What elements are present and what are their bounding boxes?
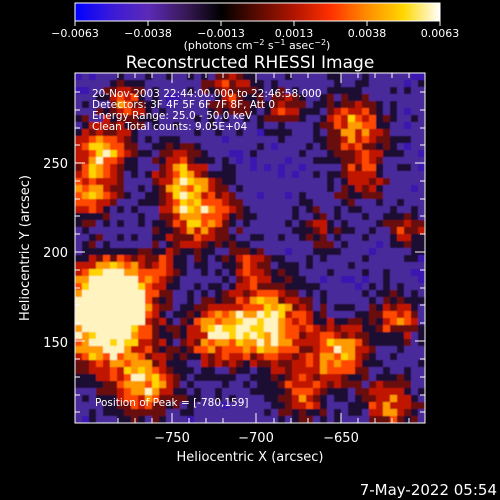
colorbar-tick-label: 0.0013: [275, 27, 314, 40]
x-tick-label: −650: [323, 431, 359, 446]
chart-title: Reconstructed RHESSI Image: [126, 53, 375, 73]
footer-timestamp: 7-May-2022 05:54: [360, 481, 497, 499]
colorbar: −0.0063 −0.0038 −0.0013 0.0013 0.0038 0.0063 …: [51, 2, 459, 52]
colorbar-tick-label: −0.0063: [51, 27, 99, 40]
info-time: 20-Nov-2003 22:44:00.000 to 22:46:58.000: [92, 88, 322, 100]
heatmap-image: [75, 73, 425, 423]
colorbar-tick-label: −0.0013: [197, 27, 245, 40]
y-tick-labels: 250 200 150: [43, 157, 68, 351]
colorbar-gradient: [74, 2, 441, 22]
y-axis-title: Heliocentric Y (arcsec): [18, 175, 33, 321]
y-tick-label: 200: [43, 246, 68, 261]
x-tick-labels: −750 −700 −650: [154, 431, 359, 446]
colorbar-tick-label: 0.0063: [421, 27, 460, 40]
x-tick-label: −700: [238, 431, 274, 446]
info-detectors: Detectors: 3F 4F 5F 6F 7F 8F, Att 0: [92, 99, 275, 111]
x-axis-title: Heliocentric X (arcsec): [177, 450, 324, 465]
info-energy: Energy Range: 25.0 - 50.0 keV: [92, 110, 253, 122]
axis-ticks: [75, 73, 425, 423]
info-overlay: 20-Nov-2003 22:44:00.000 to 22:46:58.000…: [92, 88, 322, 409]
x-tick-label: −750: [154, 431, 190, 446]
y-tick-label: 250: [43, 157, 68, 172]
y-tick-label: 150: [43, 336, 68, 351]
info-clean: Clean Total counts: 9.05E+04: [92, 121, 247, 133]
colorbar-tick-label: 0.0038: [348, 27, 387, 40]
info-peak: Position of Peak = [-780,159]: [95, 397, 249, 409]
plot-frame: [74, 72, 426, 424]
colorbar-tick-label: −0.0038: [124, 27, 172, 40]
colorbar-unit-label: (photons cm−2 s−1 asec−2): [184, 38, 331, 52]
colorbar-ticks: −0.0063 −0.0038 −0.0013 0.0013 0.0038 0.0063: [51, 21, 459, 40]
